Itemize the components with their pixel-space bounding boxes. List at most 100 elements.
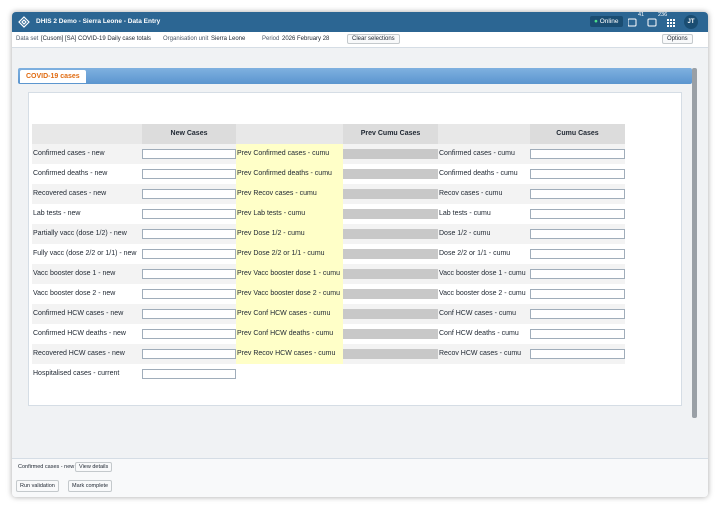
row-label: Hospitalised cases - current — [33, 370, 120, 377]
cumu-label: Dose 1/2 - cumu — [439, 230, 491, 237]
prev-label — [236, 184, 343, 204]
prev-label — [236, 144, 343, 164]
prev-label-text: Prev Confirmed cases - cumu — [237, 150, 330, 157]
dataset-label: Data set — [16, 36, 39, 42]
cumu-label: Conf HCW cases - cumu — [439, 310, 517, 317]
cumu-input[interactable] — [530, 349, 625, 359]
details-button[interactable]: View details — [75, 462, 113, 472]
dataset-value[interactable]: [Cusom] [SA] COVID-19 Daily case totals — [41, 36, 152, 42]
scrollbar — [692, 68, 697, 418]
text-input[interactable] — [142, 209, 236, 219]
cumu-input[interactable] — [530, 209, 625, 219]
column-header: Prev Cumu Cases — [343, 124, 438, 144]
prev-label — [236, 164, 343, 184]
prev-value — [343, 149, 438, 159]
row-label: Partially vacc (dose 1/2) - new — [33, 230, 127, 237]
prev-label-text: Prev Conf HCW deaths - cumu — [237, 330, 334, 337]
text-input[interactable] — [142, 309, 236, 319]
prev-value — [343, 269, 438, 279]
cumu-label: Conf HCW deaths - cumu — [439, 330, 519, 337]
prev-label — [236, 324, 343, 344]
prev-value — [343, 209, 438, 219]
user-avatar[interactable]: JT — [684, 15, 698, 29]
prev-value — [343, 189, 438, 199]
text-input[interactable] — [142, 269, 236, 279]
prev-label — [236, 204, 343, 224]
cumu-input[interactable] — [530, 249, 625, 259]
text-input[interactable] — [142, 149, 236, 159]
text-input[interactable] — [142, 249, 236, 259]
row-label: Confirmed deaths - new — [33, 170, 108, 177]
text-input[interactable] — [142, 229, 236, 239]
prev-value — [343, 169, 438, 179]
cumu-input[interactable] — [530, 329, 625, 339]
cumu-label: Vacc booster dose 2 - cumu — [439, 290, 526, 297]
prev-label-text: Prev Conf HCW cases - cumu — [237, 310, 331, 317]
header-icons — [628, 18, 675, 27]
cumu-input[interactable] — [530, 289, 625, 299]
text-input[interactable] — [142, 369, 236, 379]
logo — [18, 16, 30, 28]
prev-label — [236, 284, 343, 304]
cumu-input[interactable] — [530, 229, 625, 239]
row-label: Fully vacc (dose 2/2 or 1/1) - new — [33, 250, 137, 257]
text-input[interactable] — [142, 189, 236, 199]
complete-button[interactable]: Mark complete — [68, 480, 113, 492]
row-label: Vacc booster dose 1 - new — [33, 270, 116, 277]
prev-label-text: Prev Dose 2/2 or 1/1 - cumu — [237, 250, 325, 257]
cumu-label: Confirmed cases - cumu — [439, 150, 515, 157]
prev-label — [236, 224, 343, 244]
context-bar: Data set [Cusom] [SA] COVID-19 Daily cas… — [12, 32, 708, 48]
prev-label — [236, 304, 343, 324]
period-value[interactable]: 2026 February 28 — [282, 36, 330, 42]
column-header: Cumu Cases — [530, 124, 625, 144]
online-status[interactable]: ● Online — [590, 16, 623, 27]
row-label: Lab tests - new — [33, 210, 81, 217]
interpretations-count[interactable]: 236 — [658, 12, 668, 18]
row-label: Confirmed HCW cases - new — [33, 310, 124, 317]
prev-value — [343, 249, 438, 259]
cumu-label: Recov cases - cumu — [439, 190, 503, 197]
cumu-input[interactable] — [530, 309, 625, 319]
prev-label — [236, 264, 343, 284]
prev-label-text: Prev Dose 1/2 - cumu — [237, 230, 305, 237]
options-button[interactable]: Options — [662, 34, 693, 44]
text-input[interactable] — [142, 329, 236, 339]
clear-button[interactable]: Clear selections — [347, 34, 400, 44]
row-label: Vacc booster dose 2 - new — [33, 290, 116, 297]
prev-label — [236, 244, 343, 264]
prev-value — [343, 229, 438, 239]
validate-button[interactable]: Run validation — [16, 480, 59, 492]
row-label: Recovered cases - new — [33, 190, 107, 197]
app-title: DHIS 2 Demo - Sierra Leone - Data Entry — [36, 18, 161, 25]
prev-value — [343, 289, 438, 299]
section-tab[interactable]: COVID-19 cases — [20, 70, 86, 83]
cumu-label: Lab tests - cumu — [439, 210, 491, 217]
cumu-input[interactable] — [530, 189, 625, 199]
cumu-input[interactable] — [530, 169, 625, 179]
messages-count[interactable]: 41 — [638, 12, 645, 18]
header-bar: DHIS 2 Demo - Sierra Leone - Data Entry … — [12, 12, 708, 32]
prev-label-text: Prev Lab tests - cumu — [237, 210, 306, 217]
prev-value — [343, 309, 438, 319]
section-bar: COVID-19 cases — [18, 68, 692, 84]
row-label: Confirmed HCW deaths - new — [33, 330, 126, 337]
row-label: Recovered HCW cases - new — [33, 350, 125, 357]
row-label: Confirmed cases - new — [33, 150, 105, 157]
orgunit-value[interactable]: Sierra Leone — [211, 36, 246, 42]
period-label: Period — [262, 36, 280, 42]
text-input[interactable] — [142, 169, 236, 179]
text-input[interactable] — [142, 289, 236, 299]
selected-field: Confirmed cases - new — [18, 464, 75, 470]
cumu-input[interactable] — [530, 149, 625, 159]
prev-label — [236, 344, 343, 364]
cumu-label: Vacc booster dose 1 - cumu — [439, 270, 526, 277]
cumu-input[interactable] — [530, 269, 625, 279]
cumu-label: Recov HCW cases - cumu — [439, 350, 522, 357]
status-text: Online — [599, 18, 619, 25]
text-input[interactable] — [142, 349, 236, 359]
prev-label-text: Prev Vacc booster dose 2 - cumu — [237, 290, 340, 297]
footer: Confirmed cases - new View details Run v… — [12, 458, 708, 497]
orgunit-label: Organisation unit — [163, 36, 209, 42]
prev-label-text: Prev Recov cases - cumu — [237, 190, 317, 197]
